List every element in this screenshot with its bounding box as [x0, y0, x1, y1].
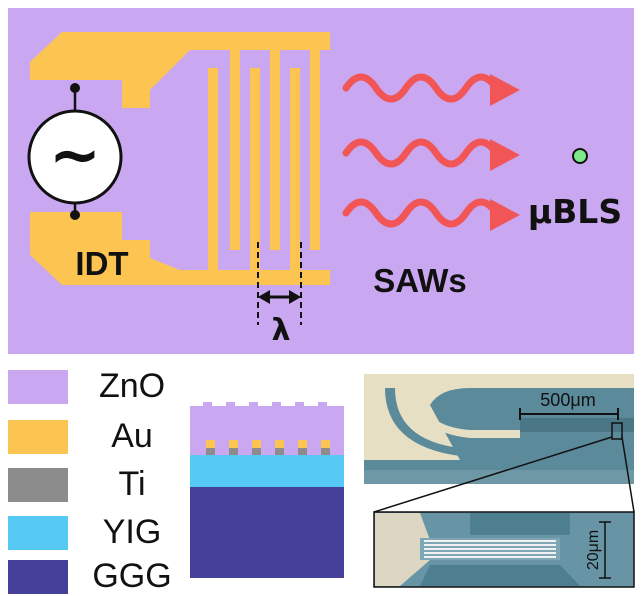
legend-swatch-au — [8, 420, 68, 454]
saw-arrowhead-2 — [490, 139, 520, 171]
terminal-top — [70, 83, 80, 93]
legend-swatch-yig — [8, 516, 68, 550]
legend-swatch-ti — [8, 468, 68, 502]
legend-swatch-zno — [8, 370, 68, 404]
scale-bar-20um: 20μm — [585, 530, 602, 570]
idt-fingers-top — [230, 50, 320, 250]
lambda-arrowhead-left — [258, 290, 270, 304]
scale-bar-500um: 500μm — [540, 390, 595, 410]
legend-label: YIG — [102, 513, 162, 551]
micrograph-inset — [373, 511, 635, 588]
stack-ggg — [190, 487, 344, 578]
saw-label: SAWs — [373, 262, 467, 299]
saw-arrowhead-1 — [490, 74, 520, 106]
bls-label: μBLS — [528, 192, 622, 231]
lower-au-pad — [30, 212, 330, 285]
micrograph-top — [364, 374, 634, 484]
legend-swatch-ggg — [8, 560, 68, 594]
saw-waves — [342, 73, 500, 228]
stack-electrodes — [206, 440, 330, 455]
legend-item-ggg: GGG — [8, 556, 193, 596]
lambda-label: λ — [272, 313, 291, 348]
legend-item-au: Au — [8, 416, 193, 456]
legend-label: GGG — [92, 557, 172, 595]
saw-arrowhead-3 — [490, 199, 520, 231]
saw-wave-2 — [342, 138, 500, 168]
stack-zno-bumps — [203, 402, 327, 406]
upper-au-pad — [30, 32, 330, 108]
legend-label: ZnO — [98, 367, 166, 405]
saw-wave-1 — [342, 73, 500, 103]
legend-item-yig: YIG — [8, 512, 193, 552]
saw-wave-3 — [342, 198, 500, 228]
legend-label: Ti — [118, 465, 146, 503]
zoom-line-left — [373, 436, 613, 513]
legend-label: Au — [111, 417, 153, 455]
stack-yig — [190, 455, 344, 487]
bls-spot — [572, 148, 588, 164]
idt-label: IDT — [75, 245, 128, 282]
legend-item-zno: ZnO — [8, 366, 193, 406]
stack-zno — [190, 406, 344, 455]
legend-item-ti: Ti — [8, 464, 193, 504]
ac-source-tilde: ~ — [49, 118, 101, 191]
terminal-bottom — [70, 210, 80, 220]
layer-stack — [190, 402, 344, 578]
zoom-line-right — [621, 436, 635, 513]
ac-source-symbol — [27, 109, 123, 205]
lambda-arrowhead-right — [289, 290, 301, 304]
idt-fingers-bottom — [208, 68, 300, 270]
